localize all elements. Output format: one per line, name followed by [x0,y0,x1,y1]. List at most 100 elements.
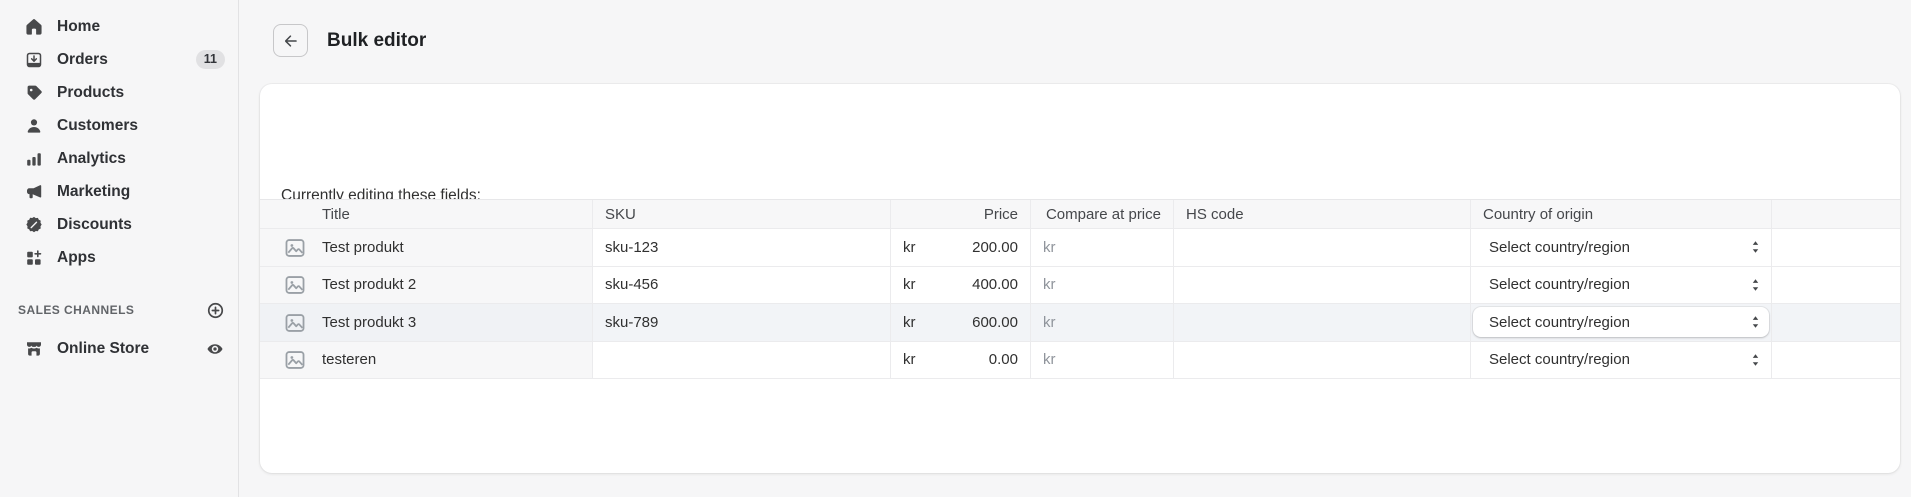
sidebar-item-label: Customers [57,116,138,134]
add-channel-icon[interactable] [206,301,225,320]
compare-at-price-cell[interactable]: kr [1031,266,1174,304]
sidebar-item-label: Analytics [57,149,126,167]
product-title: Test produkt 2 [322,276,417,294]
sidebar-item-label: Apps [57,248,96,266]
price-value: 0.00 [988,351,1018,369]
hs-code-cell[interactable] [1174,229,1471,267]
currency-prefix: kr [903,238,916,256]
column-header-hs-code: HS code [1174,200,1471,229]
sidebar-item-label: Products [57,83,125,101]
product-image-placeholder-icon [283,236,307,259]
sales-channels-heading: SALES CHANNELS [18,303,135,317]
currency-placeholder: kr [1043,276,1056,294]
home-icon [24,17,44,37]
sidebar-item-online-store[interactable]: Online Store [0,332,238,365]
currency-placeholder: kr [1043,313,1056,331]
sidebar-item-label: Home [57,17,101,35]
product-title-cell: testeren [260,341,593,379]
sidebar-item-label: Marketing [57,182,131,200]
price-cell[interactable]: kr 600.00 [891,304,1031,342]
compare-at-price-cell[interactable]: kr [1031,304,1174,342]
column-header-price: Price [891,200,1031,229]
hs-code-cell[interactable] [1174,304,1471,342]
bulk-editor-card: Currently editing these fields: SKU Pric… [260,84,1900,473]
column-header-compare-at-price: Compare at price [1031,200,1174,229]
product-title: Test produkt [322,238,404,256]
product-title-cell: Test produkt [260,229,593,267]
sku-cell[interactable]: sku-123 [593,229,891,267]
product-title: Test produkt 3 [322,313,417,331]
orders-count-badge: 11 [195,50,225,69]
country-select-value: Select country/region [1489,238,1630,256]
currency-placeholder: kr [1043,351,1056,369]
row-spacer-cell [1772,266,1900,304]
person-icon [24,116,44,136]
row-spacer-cell [1772,229,1900,267]
table-header-row: Title SKU Price Compare at price HS code… [260,199,1900,229]
megaphone-icon [24,182,44,202]
sidebar: Home Orders 11 Products Customers Analyt… [0,0,239,497]
table-row: testeren kr 0.00 kr Select country/regio… [260,341,1900,379]
price-value: 600.00 [972,313,1018,331]
main-content: Bulk editor Currently editing these fiel… [239,0,1911,497]
back-button[interactable] [273,24,308,57]
tag-icon [24,83,44,103]
country-select[interactable]: Select country/region [1473,345,1769,375]
country-of-origin-cell: Select country/region [1471,266,1772,304]
sidebar-item-orders[interactable]: Orders 11 [0,43,238,76]
orders-icon [24,50,44,70]
hs-code-cell[interactable] [1174,266,1471,304]
product-title-cell: Test produkt 3 [260,304,593,342]
sidebar-item-discounts[interactable]: Discounts [0,208,238,241]
column-header-sku: SKU [593,200,891,229]
discount-badge-icon [24,215,44,235]
compare-at-price-cell[interactable]: kr [1031,229,1174,267]
country-select[interactable]: Select country/region [1473,307,1769,338]
currency-prefix: kr [903,351,916,369]
view-store-eye-icon[interactable] [205,339,225,359]
table-row: Test produkt 3 sku-789 kr 600.00 kr Sele… [260,304,1900,342]
country-select[interactable]: Select country/region [1473,270,1769,300]
price-value: 200.00 [972,238,1018,256]
sidebar-item-apps[interactable]: Apps [0,241,238,274]
select-updown-icon [1751,240,1760,254]
sidebar-item-label: Online Store [57,339,150,357]
price-cell[interactable]: kr 0.00 [891,341,1031,379]
product-image-placeholder-icon [283,273,307,296]
sidebar-item-marketing[interactable]: Marketing [0,175,238,208]
country-select-value: Select country/region [1489,313,1630,331]
product-image-placeholder-icon [283,311,307,334]
bulk-edit-table: Title SKU Price Compare at price HS code… [260,199,1900,379]
sku-cell[interactable]: sku-456 [593,266,891,304]
price-cell[interactable]: kr 400.00 [891,266,1031,304]
sidebar-item-home[interactable]: Home [0,10,238,43]
column-header-title: Title [260,200,593,229]
hs-code-cell[interactable] [1174,341,1471,379]
price-cell[interactable]: kr 200.00 [891,229,1031,267]
currency-placeholder: kr [1043,238,1056,256]
compare-at-price-cell[interactable]: kr [1031,341,1174,379]
select-updown-icon [1751,278,1760,292]
country-of-origin-cell: Select country/region [1471,341,1772,379]
price-value: 400.00 [972,276,1018,294]
currency-prefix: kr [903,313,916,331]
sku-cell[interactable]: sku-789 [593,304,891,342]
currency-prefix: kr [903,276,916,294]
country-of-origin-cell: Select country/region [1471,229,1772,267]
sku-cell[interactable] [593,341,891,379]
sidebar-item-products[interactable]: Products [0,76,238,109]
country-select[interactable]: Select country/region [1473,232,1769,262]
row-spacer-cell [1772,341,1900,379]
table-header-spacer [1772,200,1900,229]
sidebar-item-analytics[interactable]: Analytics [0,142,238,175]
sidebar-nav: Home Orders 11 Products Customers Analyt… [0,10,238,274]
product-title: testeren [322,351,377,369]
sidebar-item-customers[interactable]: Customers [0,109,238,142]
row-spacer-cell [1772,304,1900,342]
storefront-icon [24,339,44,359]
sidebar-item-label: Discounts [57,215,132,233]
country-select-value: Select country/region [1489,276,1630,294]
select-updown-icon [1751,315,1760,329]
page-title: Bulk editor [327,30,427,51]
country-select-value: Select country/region [1489,351,1630,369]
